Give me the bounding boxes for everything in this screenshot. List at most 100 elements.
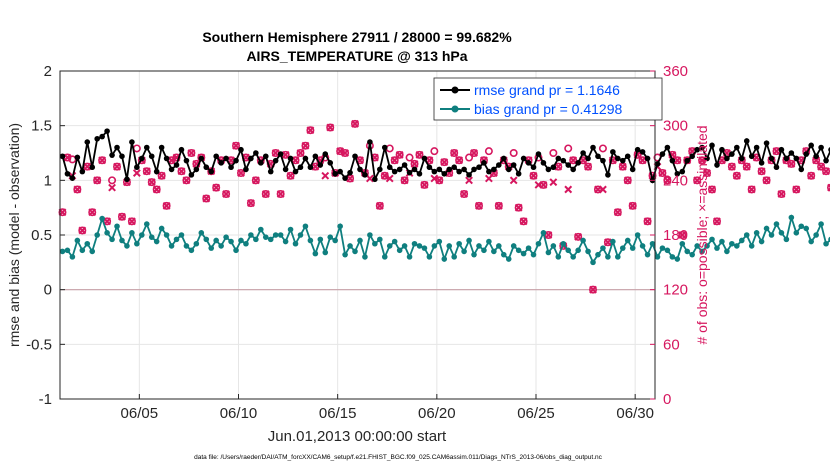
obs-possible-marker — [405, 153, 414, 162]
rmse-point — [302, 155, 309, 162]
rmse-point — [500, 155, 507, 162]
rmse-point — [515, 170, 522, 177]
rmse-point — [238, 146, 244, 153]
bias-point — [406, 254, 413, 260]
obs-possible-marker — [301, 141, 310, 150]
bias-point — [297, 232, 304, 238]
obs-assimilated-marker — [232, 141, 240, 150]
bias-point — [158, 225, 165, 232]
obs-assimilated-marker — [103, 217, 112, 226]
obs-assimilated-marker — [703, 169, 711, 177]
bias-point — [709, 236, 715, 243]
obs-possible-marker — [162, 201, 171, 210]
rmse-point — [119, 153, 125, 160]
bias-point — [277, 232, 284, 238]
rmse-point — [525, 160, 532, 166]
obs-possible-marker — [618, 162, 627, 171]
y-right-tick-label: 300 — [663, 118, 688, 135]
obs-possible-marker — [817, 162, 826, 171]
obs-assimilated-marker — [663, 176, 672, 185]
obs-assimilated-marker — [291, 156, 300, 165]
bias-point — [362, 254, 368, 260]
rmse-point — [748, 153, 755, 160]
obs-assimilated-marker — [812, 156, 821, 165]
obs-assimilated-marker — [529, 171, 538, 180]
obs-possible-marker — [296, 149, 305, 158]
obs-possible-marker — [395, 150, 404, 159]
bias-point — [520, 250, 527, 257]
obs-assimilated-marker — [380, 171, 389, 180]
bias-point — [391, 238, 398, 245]
bias-point — [322, 249, 329, 256]
rmse-point — [758, 160, 765, 166]
obs-possible-marker — [589, 285, 598, 294]
bias-point — [738, 237, 745, 244]
obs-possible-marker — [683, 156, 692, 165]
bias-point — [748, 243, 755, 249]
bias-point — [461, 248, 467, 255]
obs-assimilated-marker — [237, 169, 245, 177]
obs-assimilated-marker — [519, 217, 528, 226]
rmse-point — [813, 153, 819, 160]
rmse-point — [664, 144, 671, 151]
rmse-point — [496, 162, 502, 168]
bias-point — [758, 238, 765, 245]
obs-possible-marker — [222, 190, 231, 199]
obs-possible-marker — [494, 201, 503, 210]
obs-possible-marker — [286, 171, 295, 180]
rmse-point — [550, 164, 557, 171]
obs-assimilated-marker — [460, 190, 469, 198]
bias-point — [104, 230, 110, 236]
chart-title-line1: Southern Hemisphere 27911 / 28000 = 99.6… — [202, 29, 512, 45]
bias-point — [238, 237, 244, 244]
bias-point — [590, 259, 596, 266]
obs-assimilated-marker — [212, 183, 221, 192]
obs-assimilated-marker — [142, 167, 151, 176]
rmse-point — [372, 176, 378, 183]
bias-point — [357, 237, 363, 244]
rmse-point — [347, 169, 353, 176]
obs-possible-marker — [757, 167, 766, 176]
obs-possible-marker — [584, 162, 593, 171]
rmse-point — [198, 155, 205, 162]
bias-point — [515, 247, 522, 254]
bias-point — [213, 237, 219, 244]
rmse-point — [272, 157, 279, 164]
bias-point — [411, 240, 418, 247]
rmse-point — [421, 155, 428, 162]
obs-possible-marker — [549, 149, 558, 158]
bias-point — [272, 232, 279, 238]
obs-possible-marker — [385, 144, 394, 153]
obs-possible-marker — [187, 149, 196, 158]
obs-assimilated-marker — [202, 194, 211, 203]
obs-assimilated-marker — [365, 174, 374, 183]
obs-assimilated-marker — [321, 171, 330, 180]
bias-point — [377, 236, 383, 243]
bias-point — [243, 240, 249, 247]
plot-layer — [58, 119, 830, 294]
bias-point — [94, 232, 100, 238]
bias-point — [381, 254, 388, 260]
obs-assimilated-marker — [673, 156, 682, 165]
rmse-point — [634, 146, 641, 153]
rmse-point — [510, 162, 517, 168]
rmse-point — [124, 176, 130, 183]
rmse-point — [277, 151, 284, 157]
obs-possible-marker — [113, 162, 122, 171]
bias-point — [282, 238, 289, 245]
obs-possible-marker — [108, 176, 117, 185]
rmse-point — [386, 164, 393, 171]
bias-point — [59, 248, 66, 255]
obs-possible-marker — [742, 162, 751, 171]
obs-assimilated-marker — [678, 231, 687, 239]
obs-possible-marker — [747, 185, 756, 194]
rmse-point — [426, 164, 433, 171]
y-left-tick-label: 0 — [44, 282, 52, 299]
x-tick-label: 06/15 — [319, 405, 357, 422]
bias-point — [188, 247, 195, 254]
bias-point — [684, 248, 691, 255]
y-left-tick-label: 2 — [44, 63, 52, 80]
obs-assimilated-marker — [554, 162, 563, 171]
bias-point — [530, 251, 537, 258]
bias-point — [352, 248, 358, 255]
